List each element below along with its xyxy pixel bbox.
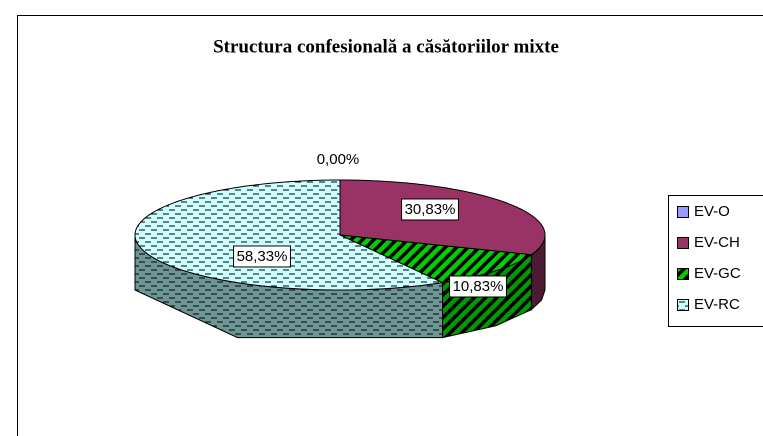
chart-title: Structura confesională a căsătoriilor mi… [213, 36, 559, 57]
pie [134, 179, 546, 339]
data-label: 58,33% [237, 248, 288, 265]
legend-label: EV-RC [694, 296, 740, 313]
legend-swatch [677, 237, 689, 249]
legend-label: EV-O [694, 203, 730, 220]
data-label-box [449, 275, 507, 298]
legend-label: EV-GC [694, 265, 741, 282]
data-label-box [401, 198, 459, 221]
legend-swatch [677, 299, 689, 311]
data-label: 0,00% [317, 151, 360, 168]
data-label: 30,83% [405, 201, 456, 218]
legend-label: EV-CH [694, 234, 740, 251]
legend-swatch [677, 268, 689, 280]
slice [134, 179, 445, 291]
data-label: 10,83% [453, 278, 504, 295]
legend-swatch [677, 206, 689, 218]
data-label-box [233, 245, 291, 268]
